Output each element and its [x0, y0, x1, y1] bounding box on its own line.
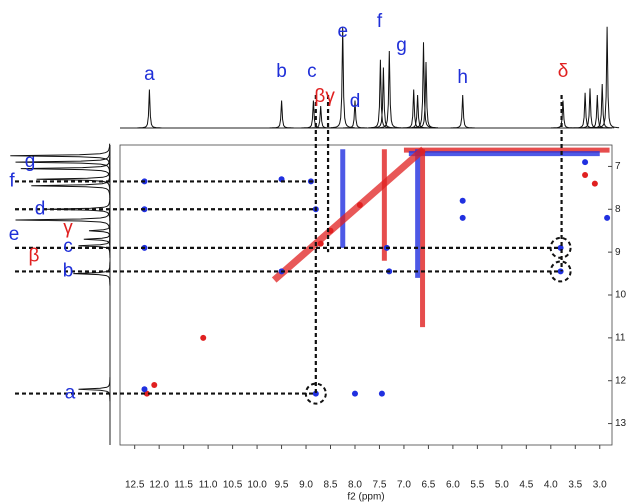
y-tick-label: 12: [615, 375, 627, 386]
top-spectrum-peak: [595, 27, 619, 128]
top-spectrum-peak: [551, 101, 575, 128]
x-tick-label: 11.0: [199, 480, 218, 491]
x-tick-label: 7.5: [373, 480, 387, 491]
peak-label: β: [29, 245, 40, 266]
peak-label: f: [377, 11, 383, 32]
peak-label: c: [63, 236, 73, 257]
top-spectrum-peak: [590, 84, 614, 128]
x-tick-label: 10.0: [247, 480, 267, 491]
peak-label: δ: [558, 61, 569, 82]
x-tick-label: 6.5: [421, 480, 435, 491]
x-tick-label: 9.0: [299, 480, 313, 491]
peak-label: c: [307, 61, 317, 82]
top-spectrum-peak: [573, 93, 597, 128]
plot-frame: [120, 145, 612, 445]
top-spectrum-peak: [451, 95, 475, 128]
cross-peak: [582, 159, 588, 165]
cross-peak: [318, 241, 324, 247]
x-tick-label: 3.5: [568, 480, 582, 491]
cross-peak: [379, 391, 385, 397]
peak-label: h: [457, 67, 468, 88]
cross-peak: [357, 202, 363, 208]
x-tick-label: 8.5: [324, 480, 338, 491]
cross-peak: [582, 172, 588, 178]
peak-label: d: [35, 198, 46, 219]
cross-peak: [200, 335, 206, 341]
side-spectrum-peak: [73, 262, 110, 286]
x-tick-label: 4.5: [519, 480, 533, 491]
x-tick-label: 9.5: [275, 480, 289, 491]
peak-label: a: [65, 383, 76, 404]
peak-label: g: [25, 151, 36, 172]
x-tick-label: 10.5: [223, 480, 243, 491]
diagonal: [274, 149, 423, 280]
cross-peak: [460, 198, 466, 204]
y-tick-label: 9: [615, 247, 621, 258]
x-tick-label: 12.5: [125, 480, 145, 491]
cross-peak: [352, 391, 358, 397]
y-tick-label: 7: [615, 161, 621, 172]
x-tick-label: 6.0: [446, 480, 460, 491]
x-tick-label: 3.0: [593, 480, 607, 491]
peak-label: f: [9, 170, 15, 191]
peak-label: a: [144, 64, 155, 85]
peak-label: βγ: [314, 86, 335, 107]
top-spectrum-peak: [137, 90, 161, 128]
y-tick-label: 8: [615, 204, 621, 215]
peak-label: g: [396, 35, 407, 56]
cross-peak: [592, 181, 598, 187]
x-tick-label: 12.0: [149, 480, 169, 491]
peak-label: d: [350, 91, 361, 112]
x-tick-label: 8.0: [348, 480, 362, 491]
x-tick-label: 11.5: [174, 480, 193, 491]
x-tick-label: 5.5: [470, 480, 484, 491]
cross-peak: [151, 382, 157, 388]
x-tick-label: 5.0: [495, 480, 509, 491]
top-spectrum-peak: [414, 62, 438, 128]
peak-label: b: [63, 260, 74, 281]
y-tick-label: 11: [615, 332, 626, 343]
top-spectrum-peak: [371, 68, 395, 128]
y-tick-label: 10: [615, 290, 627, 301]
cross-peak: [141, 386, 147, 392]
side-spectrum-peak: [79, 377, 110, 401]
peak-label: e: [9, 224, 20, 245]
y-tick-label: 13: [615, 418, 627, 429]
cross-peak: [460, 215, 466, 221]
peak-label: e: [337, 21, 348, 42]
x-tick-label: 4.0: [544, 480, 558, 491]
x-axis-title: f2 (ppm): [347, 492, 384, 503]
top-spectrum-peak: [270, 101, 294, 128]
peak-label: b: [276, 61, 287, 82]
x-tick-label: 7.0: [397, 480, 411, 491]
cross-peak: [604, 215, 610, 221]
